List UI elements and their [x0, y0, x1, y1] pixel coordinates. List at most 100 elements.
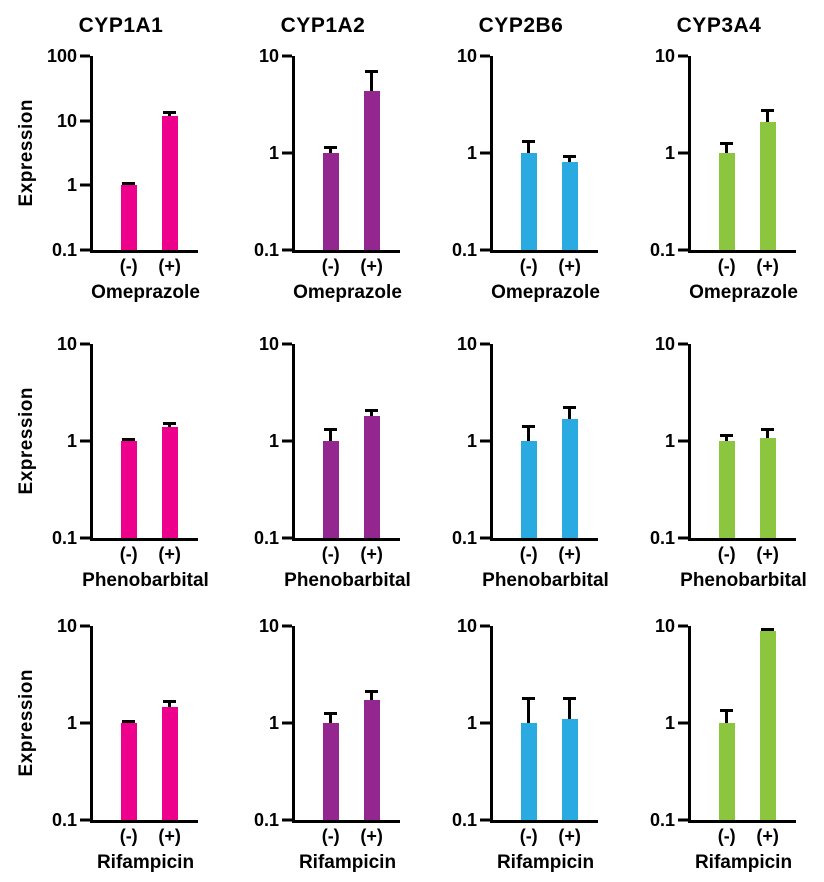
- error-bar-stem: [568, 698, 572, 719]
- y-axis-label: Expression: [16, 387, 37, 495]
- chart-area: 10 1 0.1: [642, 46, 824, 260]
- y-tick-label: 10: [654, 616, 675, 636]
- category-label: (+): [756, 826, 779, 846]
- y-tick-label: 10: [258, 334, 279, 354]
- bar-+-cyp2b6-phenobarbital: [561, 418, 578, 538]
- bar---cyp3a4-phenobarbital: [718, 441, 735, 538]
- y-axis-ticks: 10 1 0.1: [44, 616, 90, 830]
- y-tick-label: 1: [466, 713, 477, 733]
- y-tick-label: 0.1: [253, 528, 279, 548]
- y-tick-label: 0.1: [51, 810, 77, 830]
- error-bar-cap: [563, 696, 577, 700]
- chart-area: Expression 10 1 0.1: [10, 616, 232, 830]
- y-tick-label: 1: [66, 713, 77, 733]
- bar-+-cyp1a2-omeprazole: [363, 90, 380, 250]
- y-tick-label: 1: [268, 431, 279, 451]
- y-tick-label: 0.1: [451, 528, 477, 548]
- y-axis-ticks: 10 1 0.1: [246, 334, 292, 548]
- category-label: (+): [558, 544, 581, 564]
- error-bar-stem: [766, 429, 770, 438]
- y-tick-label: 10: [56, 110, 77, 131]
- category-label: (+): [360, 826, 383, 846]
- y-axis-label: Expression: [16, 669, 37, 777]
- category-label: (-): [519, 826, 538, 846]
- category-label: (-): [321, 826, 340, 846]
- category-label: (-): [717, 544, 736, 564]
- subplot-cyp3a4-rifampicin: 10 1 0.1 (-) (+) Rifampicin: [628, 600, 824, 882]
- category-labels: (-) (+): [493, 543, 598, 569]
- category-label: (+): [558, 826, 581, 846]
- error-bar-cap: [122, 438, 136, 442]
- category-label: (-): [519, 544, 538, 564]
- subplot-cyp3a4-phenobarbital: 10 1 0.1 (-) (+) Phenobarbital: [628, 318, 824, 600]
- error-bar-cap: [563, 406, 577, 410]
- bar-+-cyp3a4-rifampicin: [759, 630, 776, 820]
- drug-label: Phenobarbital: [482, 570, 609, 591]
- chart-area: 10 1 0.1: [444, 46, 628, 260]
- error-bar-cap: [324, 428, 338, 432]
- bar-+-cyp2b6-rifampicin: [561, 719, 578, 820]
- error-bar-stem: [329, 713, 333, 723]
- y-tick-label: 1: [664, 143, 675, 163]
- y-tick-label: 10: [56, 334, 77, 354]
- chart-area: 10 1 0.1: [642, 616, 824, 830]
- y-tick-label: 1: [268, 713, 279, 733]
- y-tick-mark: [480, 439, 490, 443]
- y-tick-mark: [80, 624, 90, 628]
- error-bar-cap: [163, 422, 177, 426]
- error-bar-stem: [766, 110, 770, 122]
- category-labels: (-) (+): [93, 255, 198, 281]
- category-label: (-): [717, 256, 736, 276]
- y-tick-mark: [678, 439, 688, 443]
- y-tick-label: 0.1: [451, 240, 477, 260]
- category-labels: (-) (+): [295, 255, 400, 281]
- error-bar-cap: [365, 70, 379, 74]
- y-tick-label: 10: [456, 46, 477, 66]
- drug-label: Rifampicin: [96, 852, 195, 873]
- y-tick-label: 10: [456, 616, 477, 636]
- error-bar-cap: [563, 155, 577, 159]
- y-tick-mark: [282, 151, 292, 155]
- y-tick-mark: [282, 342, 292, 346]
- error-bar-stem: [527, 698, 531, 723]
- y-tick-mark: [282, 439, 292, 443]
- y-axis-ticks: 10 1 0.1: [444, 334, 490, 548]
- category-labels: (-) (+): [93, 543, 198, 569]
- y-tick-mark: [282, 248, 292, 252]
- y-tick-mark: [678, 721, 688, 725]
- category-label: (-): [119, 544, 138, 564]
- y-tick-mark: [480, 248, 490, 252]
- y-tick-mark: [80, 119, 90, 123]
- error-bar-cap: [522, 697, 536, 701]
- plot-area: [490, 56, 598, 253]
- gene-title: CYP1A2: [280, 14, 366, 37]
- y-axis-ticks: 10 1 0.1: [246, 46, 292, 260]
- y-tick-label: 10: [456, 334, 477, 354]
- category-labels: (-) (+): [295, 825, 400, 851]
- gene-title: CYP2B6: [478, 14, 564, 37]
- y-tick-mark: [80, 183, 90, 187]
- error-bar-cap: [720, 433, 734, 437]
- y-tick-mark: [80, 54, 90, 58]
- bar-+-cyp1a1-omeprazole: [161, 115, 178, 250]
- category-labels: (-) (+): [493, 825, 598, 851]
- subplot-cyp1a1-rifampicin: Expression 10 1 0.1 (-) (+) Rifampicin: [0, 600, 232, 882]
- subplot-cyp3a4-omeprazole: CYP3A4 10 1 0.1 (-) (+) Omeprazole: [628, 0, 824, 318]
- chart-area: 10 1 0.1: [246, 616, 430, 830]
- bar---cyp1a2-phenobarbital: [322, 441, 339, 538]
- error-bar-stem: [527, 426, 531, 441]
- error-bar-cap: [761, 428, 775, 432]
- bar---cyp3a4-rifampicin: [718, 723, 735, 820]
- y-tick-label: 0.1: [451, 810, 477, 830]
- y-tick-mark: [480, 342, 490, 346]
- y-axis-label: Expression: [16, 99, 37, 207]
- chart-area: Expression 10 1 0.1: [10, 334, 232, 548]
- subplot-cyp1a2-rifampicin: 10 1 0.1 (-) (+) Rifampicin: [232, 600, 430, 882]
- bar-+-cyp1a1-rifampicin: [161, 707, 178, 820]
- y-tick-mark: [480, 624, 490, 628]
- bar-+-cyp3a4-omeprazole: [759, 121, 776, 250]
- y-tick-mark: [282, 536, 292, 540]
- bar-+-cyp3a4-phenobarbital: [759, 437, 776, 538]
- y-tick-label: 100: [46, 46, 77, 66]
- error-bar-stem: [725, 710, 729, 723]
